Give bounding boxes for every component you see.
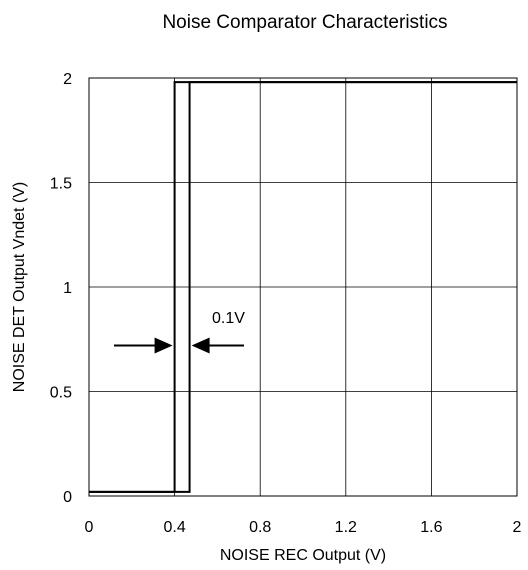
y-axis-label: NOISE DET Output Vndet (V) <box>11 182 28 392</box>
x-tick-labels: 0 0.4 0.8 1.2 1.6 2 <box>85 519 522 536</box>
y-tick-labels: 0 0.5 1 1.5 2 <box>50 71 72 506</box>
grid <box>89 78 517 496</box>
annotation-label: 0.1V <box>212 310 245 327</box>
y-tick-label: 0 <box>63 489 72 506</box>
x-tick-label: 1.2 <box>335 519 357 536</box>
series-line-2 <box>89 81 517 493</box>
y-tick-label: 1.5 <box>50 176 72 193</box>
arrow-left-head-icon <box>191 337 210 354</box>
arrow-right-head-icon <box>154 337 173 354</box>
x-tick-label: 0.4 <box>163 519 185 536</box>
y-tick-label: 1 <box>63 280 72 297</box>
series-group <box>89 81 517 493</box>
x-tick-label: 1.6 <box>420 519 442 536</box>
y-tick-label: 0.5 <box>50 385 72 402</box>
hysteresis-annotation: 0.1V <box>114 310 245 354</box>
x-tick-label: 2 <box>513 519 522 536</box>
x-tick-label: 0.8 <box>249 519 271 536</box>
x-tick-label: 0 <box>85 519 94 536</box>
x-axis-label: NOISE REC Output (V) <box>220 547 386 564</box>
y-tick-label: 2 <box>63 71 72 88</box>
chart-title: Noise Comparator Characteristics <box>162 12 447 33</box>
plot-frame <box>88 77 518 497</box>
